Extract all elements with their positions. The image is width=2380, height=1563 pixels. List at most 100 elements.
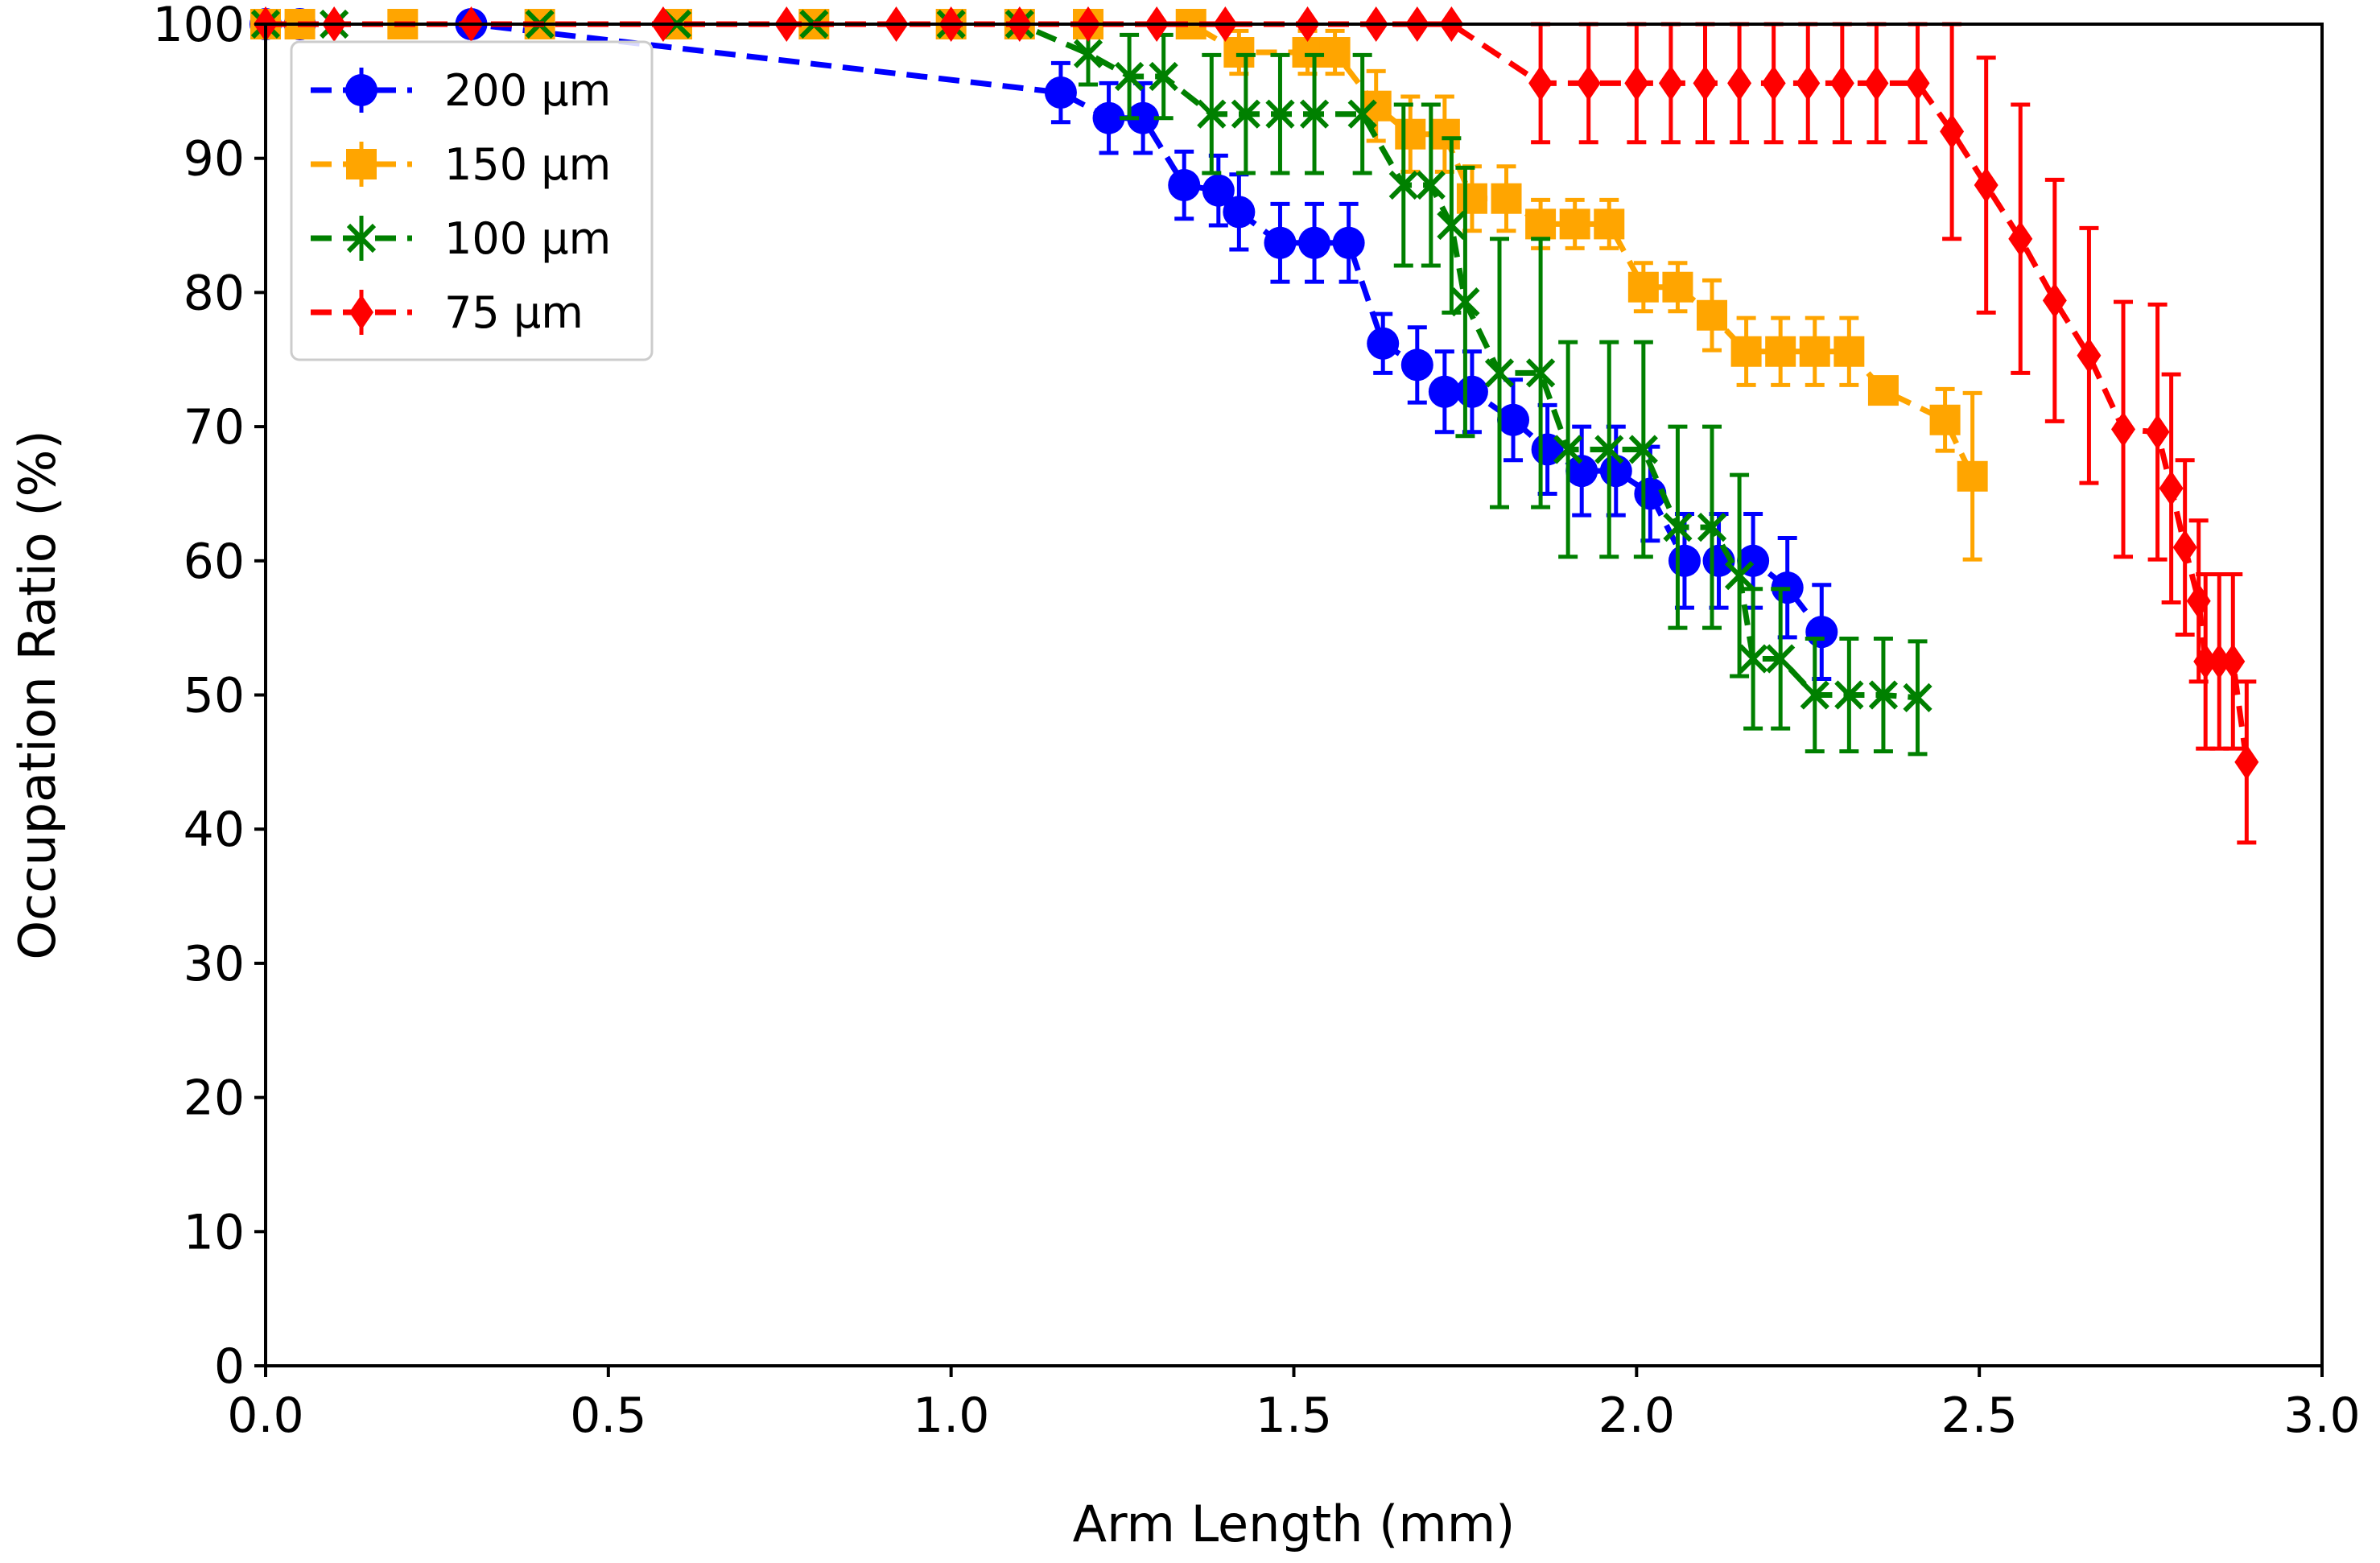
data-point bbox=[1429, 118, 1460, 150]
data-point bbox=[1903, 683, 1932, 712]
x-tick-label: 2.0 bbox=[1598, 1388, 1675, 1444]
y-tick-label: 0 bbox=[214, 1338, 245, 1395]
legend-marker bbox=[349, 295, 373, 330]
x-tick-label: 2.5 bbox=[1941, 1388, 2017, 1444]
data-point bbox=[1197, 99, 1227, 129]
legend-label: 100 μm bbox=[444, 213, 611, 264]
data-point bbox=[1594, 208, 1625, 240]
y-tick-label: 20 bbox=[184, 1070, 245, 1127]
y-tick-label: 80 bbox=[184, 265, 245, 321]
legend-marker bbox=[345, 74, 377, 106]
data-point bbox=[1388, 170, 1418, 200]
data-point bbox=[1223, 37, 1255, 68]
legend-marker bbox=[346, 223, 377, 254]
data-point bbox=[1727, 65, 1752, 101]
y-tick-label: 100 bbox=[152, 0, 245, 53]
data-point bbox=[1114, 61, 1145, 92]
data-point bbox=[2077, 337, 2102, 373]
data-point bbox=[1833, 336, 1865, 367]
legend-entry: 200 μm bbox=[311, 65, 611, 116]
data-point bbox=[1868, 680, 1899, 710]
data-point bbox=[2111, 411, 2136, 447]
data-point bbox=[1347, 99, 1377, 129]
x-axis-label: Arm Length (mm) bbox=[1073, 1495, 1516, 1553]
data-point bbox=[1800, 680, 1829, 710]
axes: 0.0 0.5 1.0 1.5 2.0 2.5 3.0 0 10 20 30 40 50 60 70 80 90… bbox=[152, 0, 2360, 1444]
data-point bbox=[2221, 643, 2246, 679]
data-point bbox=[2172, 530, 2197, 566]
data-point bbox=[1437, 210, 1466, 241]
data-point bbox=[2042, 282, 2067, 319]
data-point bbox=[2207, 643, 2232, 679]
data-point bbox=[2193, 643, 2218, 679]
data-point bbox=[1805, 616, 1838, 649]
legend-label: 75 μm bbox=[444, 287, 584, 338]
data-point bbox=[1565, 455, 1598, 488]
data-point bbox=[1697, 513, 1727, 542]
data-point bbox=[1484, 358, 1515, 388]
data-point bbox=[1905, 65, 1930, 101]
legend-entry: 100 μm bbox=[311, 213, 611, 264]
y-tick-label: 60 bbox=[184, 534, 245, 590]
data-point bbox=[1367, 327, 1400, 360]
data-point bbox=[1525, 208, 1557, 240]
data-point bbox=[1264, 226, 1297, 259]
data-point bbox=[1450, 287, 1480, 317]
data-point bbox=[2145, 414, 2170, 450]
data-point bbox=[1627, 271, 1659, 303]
data-point bbox=[1528, 65, 1553, 101]
data-point bbox=[1864, 65, 1889, 101]
data-point bbox=[1073, 39, 1103, 68]
y-tick-label: 50 bbox=[184, 668, 245, 724]
data-point bbox=[2186, 583, 2211, 619]
y-tick-label: 40 bbox=[184, 802, 245, 858]
data-point bbox=[1628, 435, 1658, 464]
data-point bbox=[1829, 65, 1854, 101]
legend-label: 200 μm bbox=[444, 65, 611, 116]
data-point bbox=[1168, 169, 1201, 202]
data-point bbox=[1576, 65, 1601, 101]
data-point bbox=[1765, 336, 1796, 367]
data-point bbox=[1553, 435, 1583, 464]
data-point bbox=[1974, 167, 1998, 204]
data-point bbox=[1766, 644, 1796, 674]
data-point bbox=[1624, 65, 1649, 101]
data-point bbox=[1416, 170, 1446, 200]
data-point bbox=[1265, 99, 1295, 129]
data-point bbox=[1730, 336, 1762, 367]
data-point bbox=[1395, 118, 1426, 150]
data-point bbox=[1761, 65, 1786, 101]
data-point bbox=[1223, 196, 1256, 229]
plot-area bbox=[250, 6, 2259, 845]
data-point bbox=[1497, 403, 1530, 436]
data-point bbox=[1724, 561, 1755, 591]
legend: 200 μm 150 μm 100 μm 75 μm bbox=[290, 40, 654, 361]
data-point bbox=[1428, 375, 1461, 408]
data-point bbox=[1559, 208, 1590, 240]
data-point bbox=[1693, 65, 1718, 101]
legend-entry: 150 μm bbox=[311, 139, 611, 190]
data-point bbox=[1292, 37, 1323, 68]
data-point bbox=[1319, 37, 1351, 68]
series-2 bbox=[250, 9, 1932, 757]
legend-entry: 75 μm bbox=[311, 287, 584, 338]
x-tick-label: 1.5 bbox=[1256, 1388, 1332, 1444]
x-tick-label: 3.0 bbox=[2283, 1388, 2360, 1444]
data-point bbox=[1697, 299, 1728, 331]
data-point bbox=[1929, 404, 1961, 435]
data-point bbox=[1594, 435, 1624, 464]
data-point bbox=[1044, 76, 1077, 109]
data-point bbox=[1834, 680, 1864, 710]
y-axis-label: Occupation Ratio (%) bbox=[8, 430, 67, 959]
legend-label: 150 μm bbox=[444, 139, 611, 190]
data-point bbox=[1455, 375, 1488, 408]
data-point bbox=[1202, 174, 1235, 207]
data-point bbox=[1662, 271, 1693, 303]
data-point bbox=[1127, 101, 1160, 134]
data-point bbox=[1658, 65, 1683, 101]
data-point bbox=[1231, 99, 1261, 129]
data-point bbox=[1957, 460, 1988, 492]
data-point bbox=[1668, 544, 1701, 577]
data-point bbox=[1738, 644, 1768, 674]
